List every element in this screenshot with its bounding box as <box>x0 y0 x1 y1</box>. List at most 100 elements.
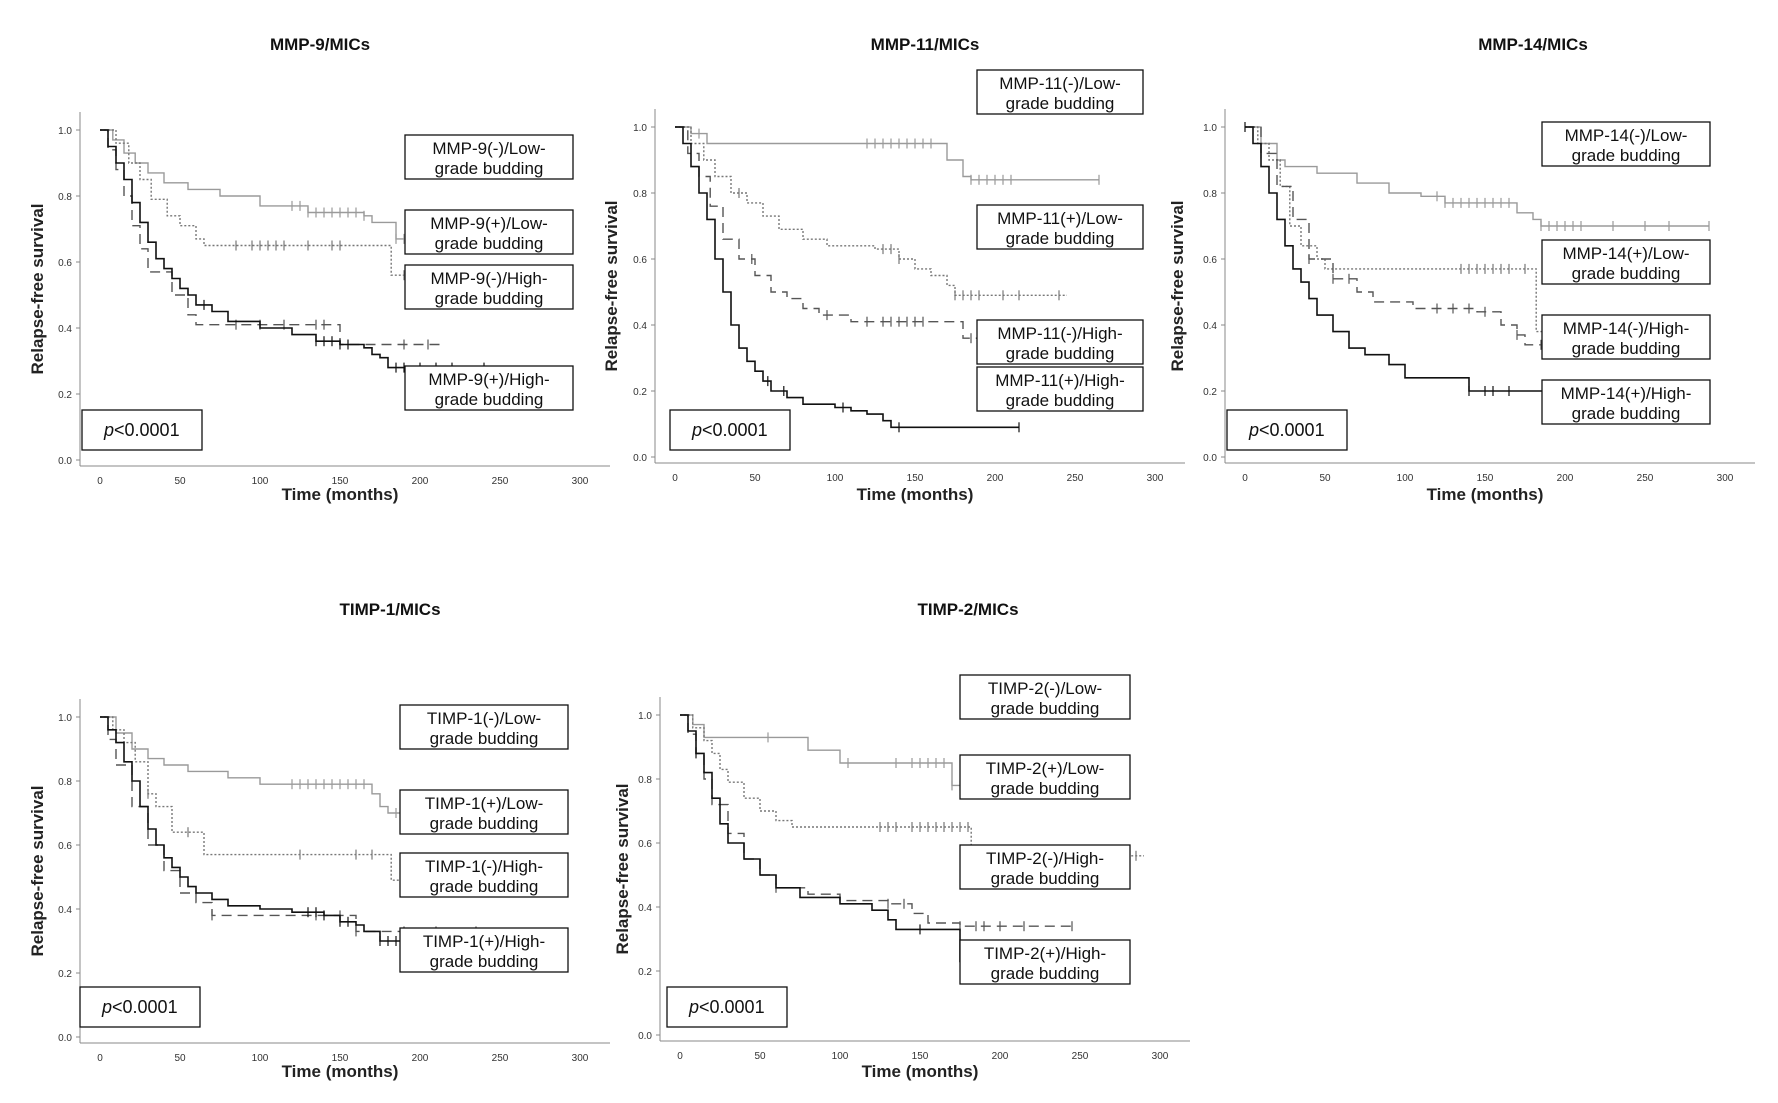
x-axis-title: Time (months) <box>282 485 399 504</box>
x-tick-label: 150 <box>912 1051 929 1062</box>
chart-title: TIMP-2/MICs <box>917 600 1018 619</box>
survival-curve <box>680 714 1096 787</box>
legend-box: MMP-9(-)/High-grade budding <box>404 264 574 310</box>
legend-frame <box>959 844 1131 890</box>
x-tick-label: 100 <box>1397 473 1414 484</box>
legend-line-2: grade budding <box>430 814 539 833</box>
survival-curve <box>100 716 524 814</box>
p-value-label: p<0.0001 <box>691 420 768 440</box>
legend-frame <box>404 264 574 310</box>
legend-line-1: TIMP-2(-)/High- <box>986 849 1104 868</box>
y-tick-label: 0.6 <box>638 839 652 850</box>
legend-box: TIMP-1(+)/Low-grade budding <box>399 789 569 835</box>
y-tick-label: 0.8 <box>638 775 652 786</box>
x-tick-label: 100 <box>252 1053 269 1064</box>
series-solid-light <box>675 126 1100 185</box>
y-tick-label: 0.2 <box>58 390 72 401</box>
y-tick-label: 0.2 <box>633 387 647 398</box>
survival-curve <box>1245 126 1565 392</box>
chart-title: MMP-14/MICs <box>1478 35 1588 54</box>
y-tick-label: 0.0 <box>633 453 647 464</box>
legend-box: TIMP-2(+)/Low-grade budding <box>959 754 1131 800</box>
legend-line-1: TIMP-1(+)/Low- <box>425 794 544 813</box>
survival-curve <box>1245 126 1565 333</box>
legend-line-2: grade budding <box>991 964 1100 983</box>
p-value-frame <box>669 409 791 451</box>
x-tick-label: 150 <box>907 473 924 484</box>
legend-line-2: grade budding <box>435 390 544 409</box>
survival-curve <box>1245 126 1549 346</box>
legend-line-1: MMP-14(+)/High- <box>1561 384 1692 403</box>
legend-line-1: MMP-11(-)/Low- <box>999 74 1121 93</box>
y-tick-label: 0.4 <box>1203 321 1217 332</box>
x-tick-label: 300 <box>1152 1051 1169 1062</box>
p-value-box: p<0.0001 <box>81 409 203 451</box>
legend-box: MMP-9(-)/Low-grade budding <box>404 134 574 180</box>
x-tick-label: 50 <box>174 1053 186 1064</box>
legend-box: TIMP-2(-)/High-grade budding <box>959 844 1131 890</box>
survival-curve <box>100 129 484 369</box>
survival-curve <box>100 129 444 346</box>
series-solid-dark <box>1244 122 1566 396</box>
legend-line-2: grade budding <box>435 289 544 308</box>
legend-frame <box>399 927 569 973</box>
p-value-box: p<0.0001 <box>669 409 791 451</box>
legend-line-2: grade budding <box>430 952 539 971</box>
y-tick-label: 0.6 <box>58 258 72 269</box>
km-panel-4: 0.0 0.2 0.4 0.6 0.8 1.0 0 50 100 150 200 250 300 TIMP… <box>28 600 610 1081</box>
p-value-frame <box>81 409 203 451</box>
x-tick-label: 100 <box>832 1051 849 1062</box>
legend-line-2: grade budding <box>430 729 539 748</box>
legend-frame <box>1541 239 1711 285</box>
legend-box: MMP-14(+)/Low-grade budding <box>1541 239 1711 285</box>
legend-line-1: MMP-11(+)/High- <box>995 371 1125 390</box>
legend-box: MMP-14(+)/High-grade budding <box>1541 379 1711 425</box>
legend-frame <box>1541 379 1711 425</box>
legend-line-1: MMP-11(+)/Low- <box>997 209 1123 228</box>
y-tick-label: 1.0 <box>58 713 72 724</box>
y-axis-title: Relapse-free survival <box>28 203 47 374</box>
y-tick-label: 0.4 <box>633 321 647 332</box>
y-axis-title: Relapse-free survival <box>1168 200 1187 371</box>
y-tick-label: 0.2 <box>638 967 652 978</box>
y-tick-label: 0.6 <box>58 841 72 852</box>
y-tick-label: 0.8 <box>58 777 72 788</box>
legend-frame <box>959 754 1131 800</box>
x-axis-title: Time (months) <box>1427 485 1544 504</box>
p-value-label: p<0.0001 <box>103 420 180 440</box>
x-tick-label: 250 <box>492 476 509 487</box>
legend-frame <box>404 209 574 255</box>
survival-curve <box>675 126 1019 429</box>
x-tick-label: 250 <box>492 1053 509 1064</box>
legend-line-1: MMP-14(-)/Low- <box>1565 126 1688 145</box>
x-tick-label: 250 <box>1637 473 1654 484</box>
legend-line-2: grade budding <box>991 699 1100 718</box>
series-dashed <box>1245 126 1549 350</box>
legend-line-2: grade budding <box>1572 339 1681 358</box>
p-value-frame <box>79 986 201 1028</box>
x-tick-label: 300 <box>572 1053 589 1064</box>
legend-line-1: MMP-14(+)/Low- <box>1562 244 1689 263</box>
y-tick-label: 0.0 <box>58 456 72 467</box>
x-tick-label: 0 <box>677 1051 683 1062</box>
series-dashed <box>680 714 1073 932</box>
survival-curve <box>680 714 1144 857</box>
legend-line-1: TIMP-2(-)/Low- <box>988 679 1102 698</box>
survival-curve <box>675 126 1139 339</box>
legend-line-2: grade budding <box>1572 264 1681 283</box>
legend-line-1: MMP-9(+)/High- <box>428 370 549 389</box>
y-tick-label: 0.6 <box>633 255 647 266</box>
legend-frame <box>399 789 569 835</box>
y-axis-title: Relapse-free survival <box>613 783 632 954</box>
p-value-box: p<0.0001 <box>1226 409 1348 451</box>
p-value-box: p<0.0001 <box>666 986 788 1028</box>
x-axis-title: Time (months) <box>857 485 974 504</box>
x-tick-label: 0 <box>1242 473 1248 484</box>
survival-curve <box>100 129 564 240</box>
x-tick-label: 250 <box>1067 473 1084 484</box>
x-tick-label: 0 <box>672 473 678 484</box>
y-tick-label: 0.0 <box>1203 453 1217 464</box>
legend-line-1: TIMP-1(-)/High- <box>425 857 543 876</box>
p-value-label: p<0.0001 <box>1248 420 1325 440</box>
